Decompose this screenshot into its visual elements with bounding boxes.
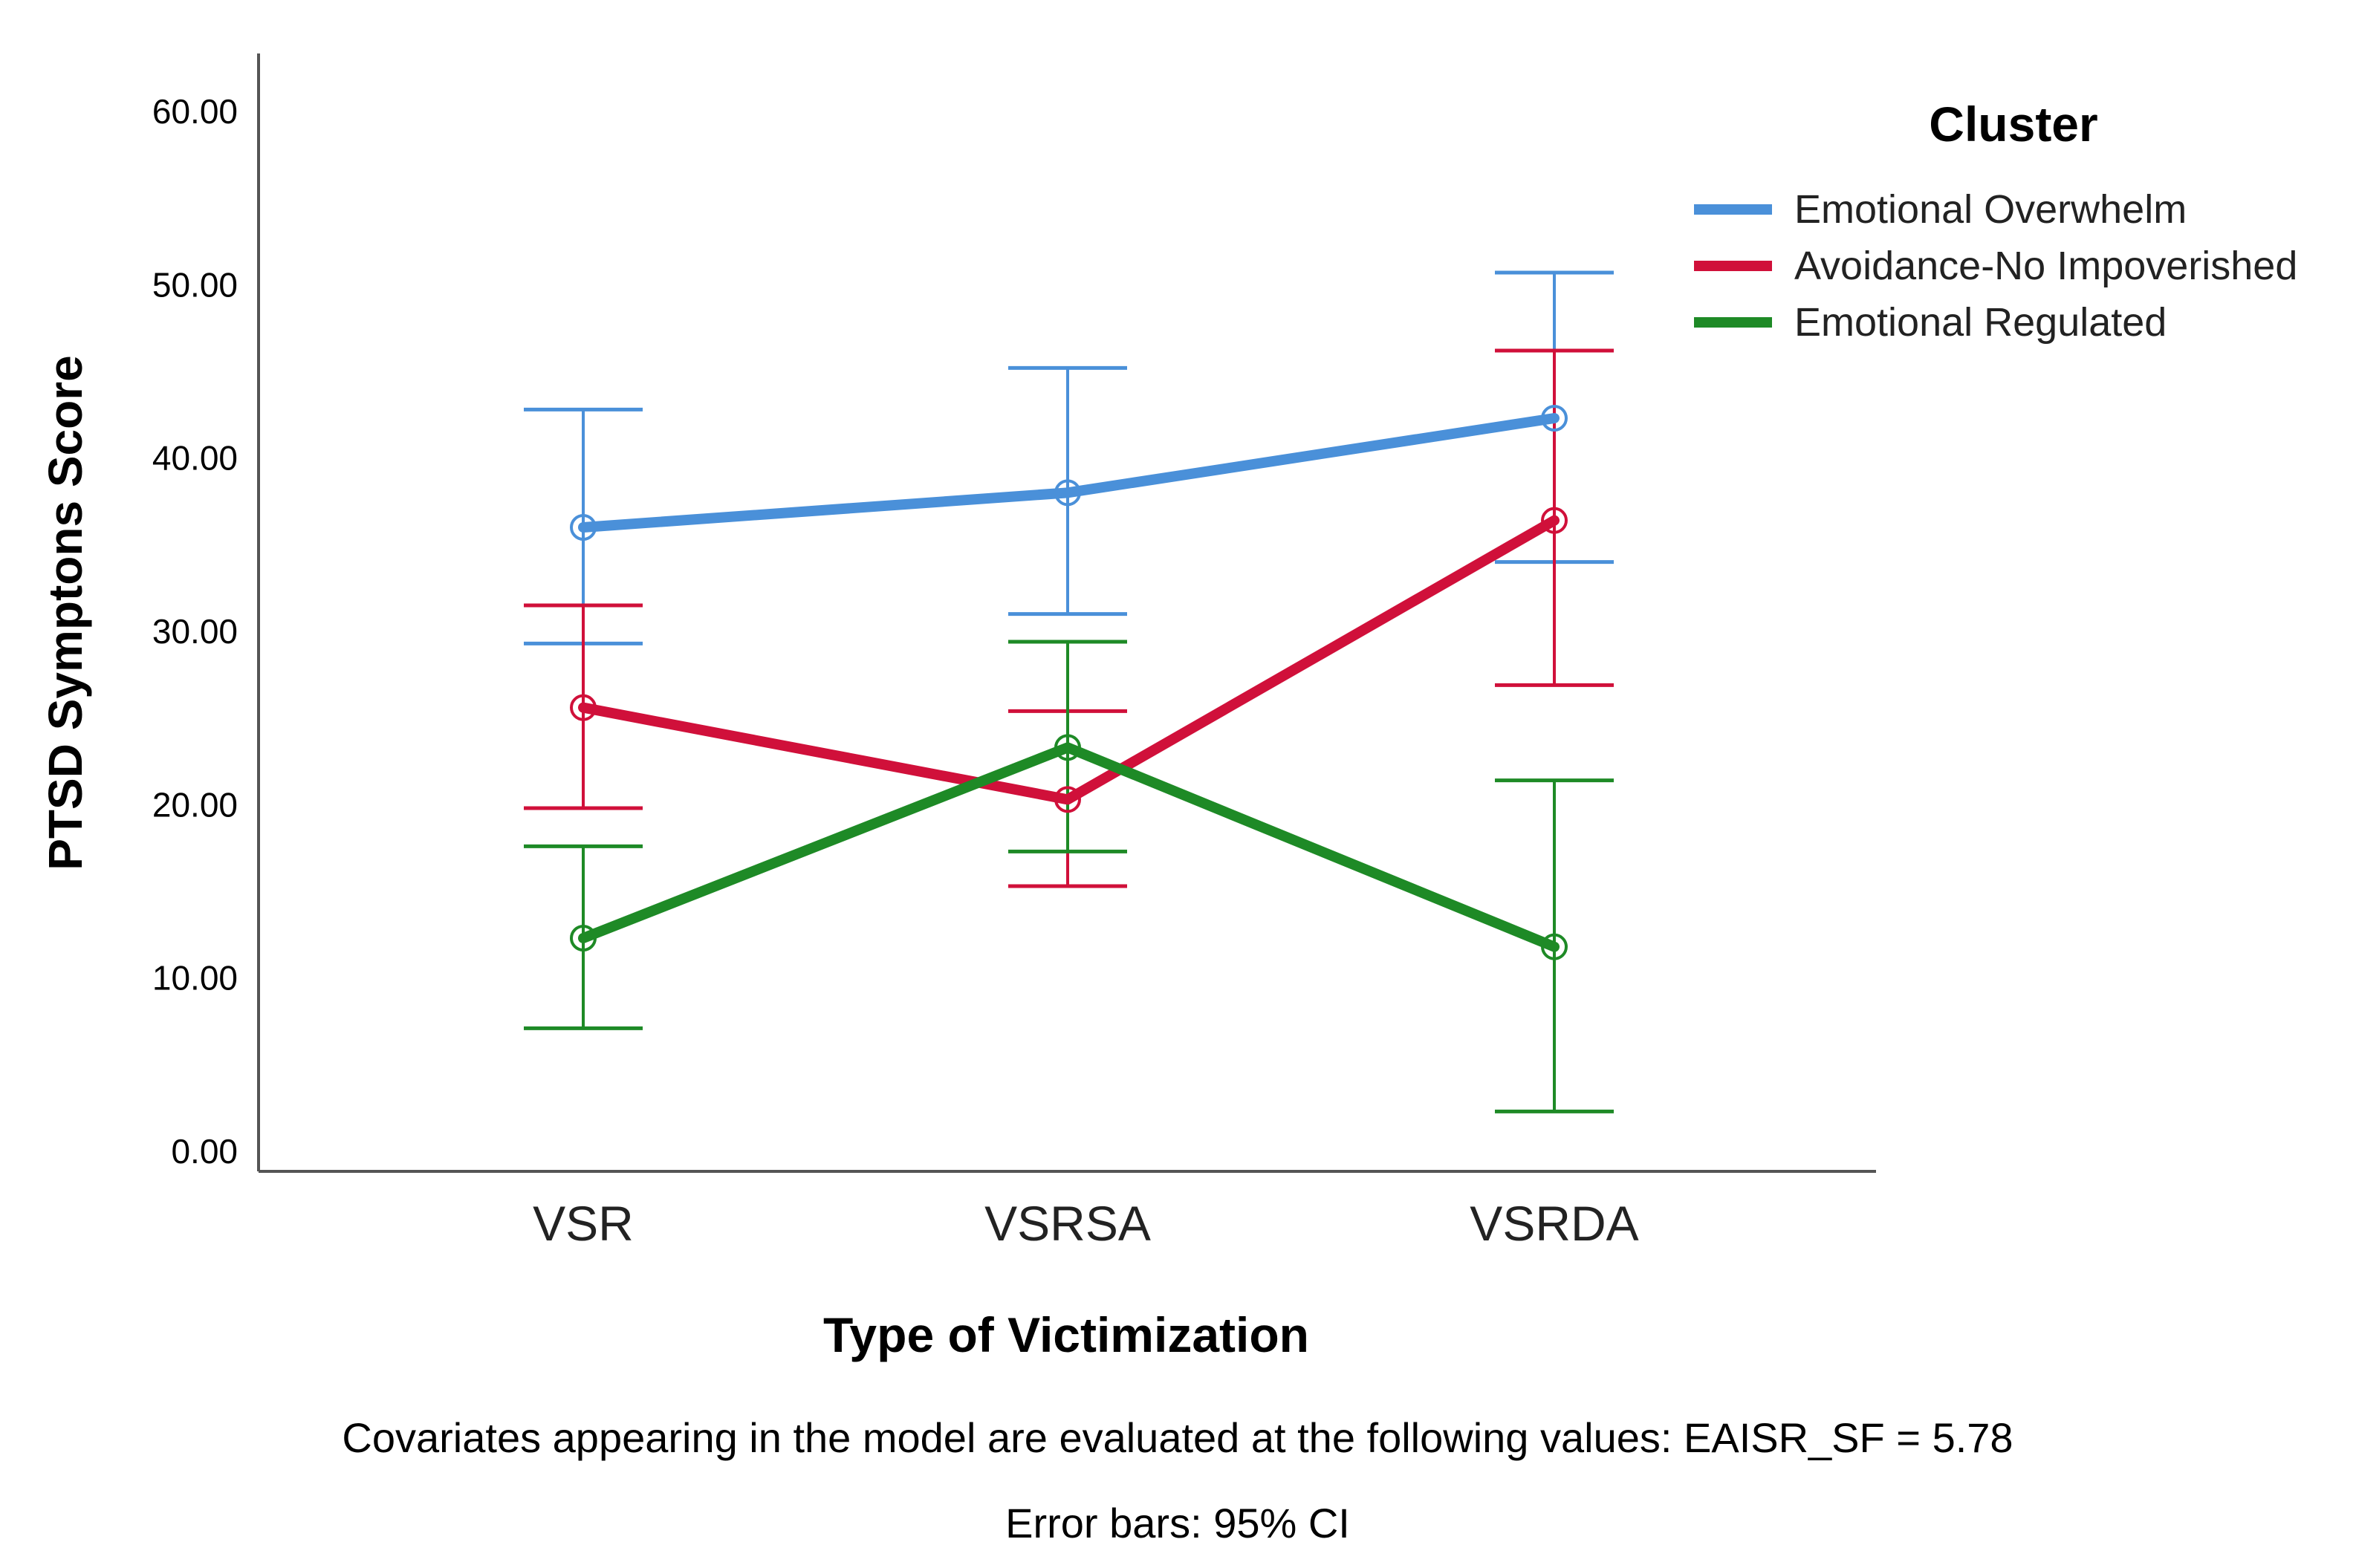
y-axis-label: PTSD Symptons Score (39, 355, 92, 871)
series-line (578, 515, 1560, 805)
y-tick-label: 10.00 (152, 959, 238, 998)
x-tick-label: VSRDA (1470, 1196, 1638, 1251)
data-point (570, 925, 597, 951)
legend-label: Emotional Regulated (1794, 300, 2167, 345)
y-tick-label: 60.00 (152, 92, 238, 131)
data-point (570, 694, 597, 721)
footnote-error-bars: Error bars: 95% CI (1005, 1500, 1350, 1546)
data-point (1054, 786, 1081, 813)
legend-title: Cluster (1929, 97, 2097, 152)
y-tick-label: 0.00 (171, 1132, 238, 1171)
data-point (1054, 734, 1081, 761)
data-point (1541, 405, 1568, 432)
x-tick-labels: VSR VSRSA VSRDA (533, 1196, 1639, 1251)
series-line (578, 742, 1560, 952)
data-point (1541, 507, 1568, 534)
data-points (570, 405, 1568, 960)
y-tick-label: 50.00 (152, 265, 238, 304)
x-tick-label: VSR (533, 1196, 634, 1251)
legend-items: Emotional Overwhelm Avoidance-No Impoveri… (1694, 187, 2297, 345)
y-tick-labels: 0.00 10.00 20.00 30.00 40.00 50.00 60.00 (152, 92, 238, 1171)
series-lines (578, 413, 1560, 952)
series-line (578, 413, 1560, 533)
y-tick-label: 30.00 (152, 612, 238, 651)
x-tick-label: VSRSA (984, 1196, 1151, 1251)
data-point (570, 514, 597, 541)
legend-label: Emotional Overwhelm (1794, 187, 2187, 232)
data-point (1541, 933, 1568, 960)
x-axis-label: Type of Victimization (823, 1307, 1309, 1362)
y-tick-label: 20.00 (152, 785, 238, 824)
y-tick-label: 40.00 (152, 439, 238, 478)
data-point (1054, 479, 1081, 507)
footnote-covariates: Covariates appearing in the model are ev… (342, 1414, 2013, 1461)
legend-label: Avoidance-No Impoverished (1794, 244, 2297, 288)
legend: Cluster Emotional Overwhelm Avoidance-No … (1694, 97, 2297, 345)
